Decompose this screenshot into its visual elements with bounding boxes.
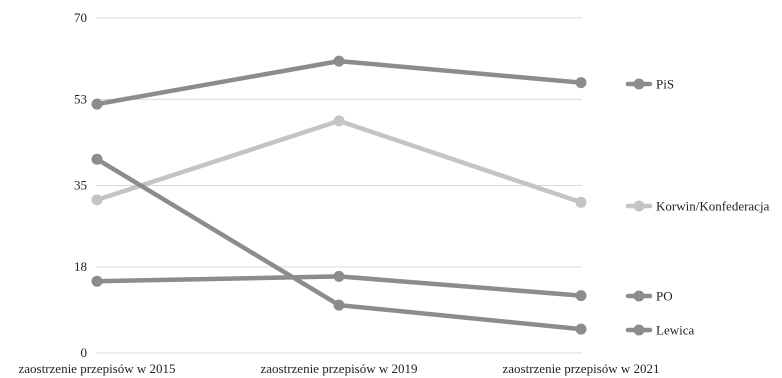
- data-point-pis: [333, 55, 345, 67]
- legend-swatch-marker: [633, 78, 645, 90]
- data-point-korwin-konfederacja: [333, 115, 345, 127]
- legend-swatch-marker: [633, 200, 645, 212]
- gridlines: [96, 17, 582, 354]
- legend-label: PiS: [656, 77, 674, 92]
- x-tick-label: zaostrzenie przepisów w 2021: [502, 361, 659, 376]
- legend-swatch-marker: [633, 290, 645, 302]
- y-tick-label: 70: [74, 10, 87, 25]
- y-tick-label: 35: [74, 178, 87, 193]
- series-po: [91, 270, 587, 302]
- data-point-po: [575, 290, 587, 302]
- legend-swatch-marker: [633, 324, 645, 336]
- series-korwin-konfederacja: [91, 115, 587, 208]
- data-point-po: [91, 275, 103, 287]
- legend-label: Lewica: [656, 323, 694, 338]
- data-point-korwin-konfederacja: [91, 194, 103, 206]
- series-line-pis: [94, 58, 584, 107]
- data-point-korwin-konfederacja: [575, 196, 587, 208]
- legend-label: PO: [656, 289, 673, 304]
- legend-label: Korwin/Konfederacja: [656, 199, 770, 214]
- series-lines: [91, 55, 587, 335]
- data-point-pis: [91, 98, 103, 110]
- data-point-lewica: [575, 323, 587, 335]
- y-tick-label: 18: [74, 259, 87, 274]
- legend-item-po: PO: [625, 289, 673, 304]
- data-point-lewica: [333, 299, 345, 311]
- data-point-pis: [575, 77, 587, 89]
- series-lewica: [91, 153, 587, 335]
- y-tick-label: 53: [74, 91, 87, 106]
- series-line-korwin-konfederacja: [94, 118, 584, 205]
- legend-item-pis: PiS: [625, 77, 674, 92]
- legend-item-korwin-konfederacja: Korwin/Konfederacja: [625, 199, 770, 214]
- y-tick-label: 0: [81, 345, 88, 360]
- data-point-lewica: [91, 153, 103, 165]
- data-point-po: [333, 270, 345, 282]
- x-tick-label: zaostrzenie przepisów w 2015: [18, 361, 175, 376]
- x-axis-tick-labels: zaostrzenie przepisów w 2015 zaostrzenie …: [18, 361, 659, 376]
- series-pis: [91, 55, 587, 110]
- y-axis-tick-labels: 0 18 35 53 70: [74, 10, 87, 360]
- legend: PiS Korwin/Konfederacja PO Lewica: [625, 77, 770, 338]
- x-tick-label: zaostrzenie przepisów w 2019: [260, 361, 417, 376]
- legend-item-lewica: Lewica: [625, 323, 694, 338]
